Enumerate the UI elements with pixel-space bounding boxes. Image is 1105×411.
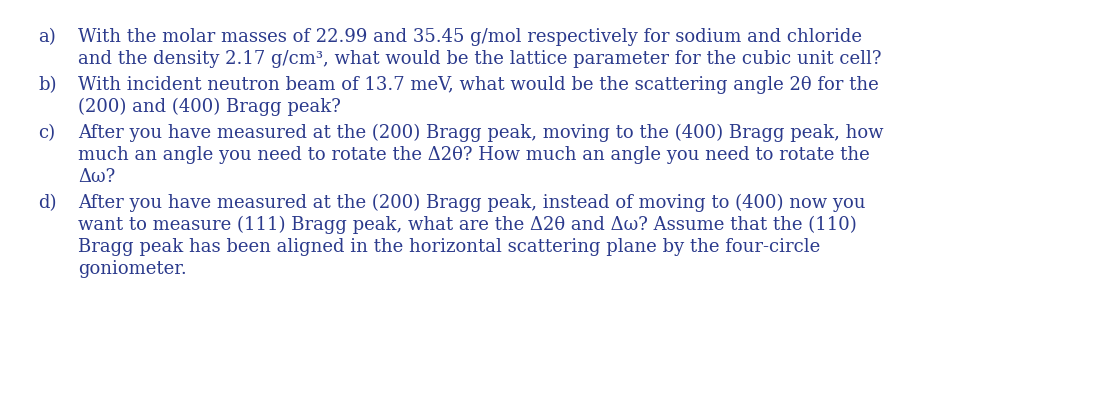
Text: With incident neutron beam of 13.7 meV, what would be the scattering angle 2θ fo: With incident neutron beam of 13.7 meV, … [78,76,878,94]
Text: and the density 2.17 g/cm³, what would be the lattice parameter for the cubic un: and the density 2.17 g/cm³, what would b… [78,50,882,68]
Text: Bragg peak has been aligned in the horizontal scattering plane by the four-circl: Bragg peak has been aligned in the horiz… [78,238,820,256]
Text: b): b) [38,76,56,94]
Text: want to measure (111) Bragg peak, what are the Δ2θ and Δω? Assume that the (110): want to measure (111) Bragg peak, what a… [78,216,856,234]
Text: much an angle you need to rotate the Δ2θ? How much an angle you need to rotate t: much an angle you need to rotate the Δ2θ… [78,146,870,164]
Text: Δω?: Δω? [78,168,115,186]
Text: After you have measured at the (200) Bragg peak, moving to the (400) Bragg peak,: After you have measured at the (200) Bra… [78,124,884,142]
Text: (200) and (400) Bragg peak?: (200) and (400) Bragg peak? [78,98,340,116]
Text: d): d) [38,194,56,212]
Text: c): c) [38,124,55,142]
Text: With the molar masses of 22.99 and 35.45 g/mol respectively for sodium and chlor: With the molar masses of 22.99 and 35.45… [78,28,862,46]
Text: goniometer.: goniometer. [78,260,187,278]
Text: After you have measured at the (200) Bragg peak, instead of moving to (400) now : After you have measured at the (200) Bra… [78,194,865,212]
Text: a): a) [38,28,55,46]
